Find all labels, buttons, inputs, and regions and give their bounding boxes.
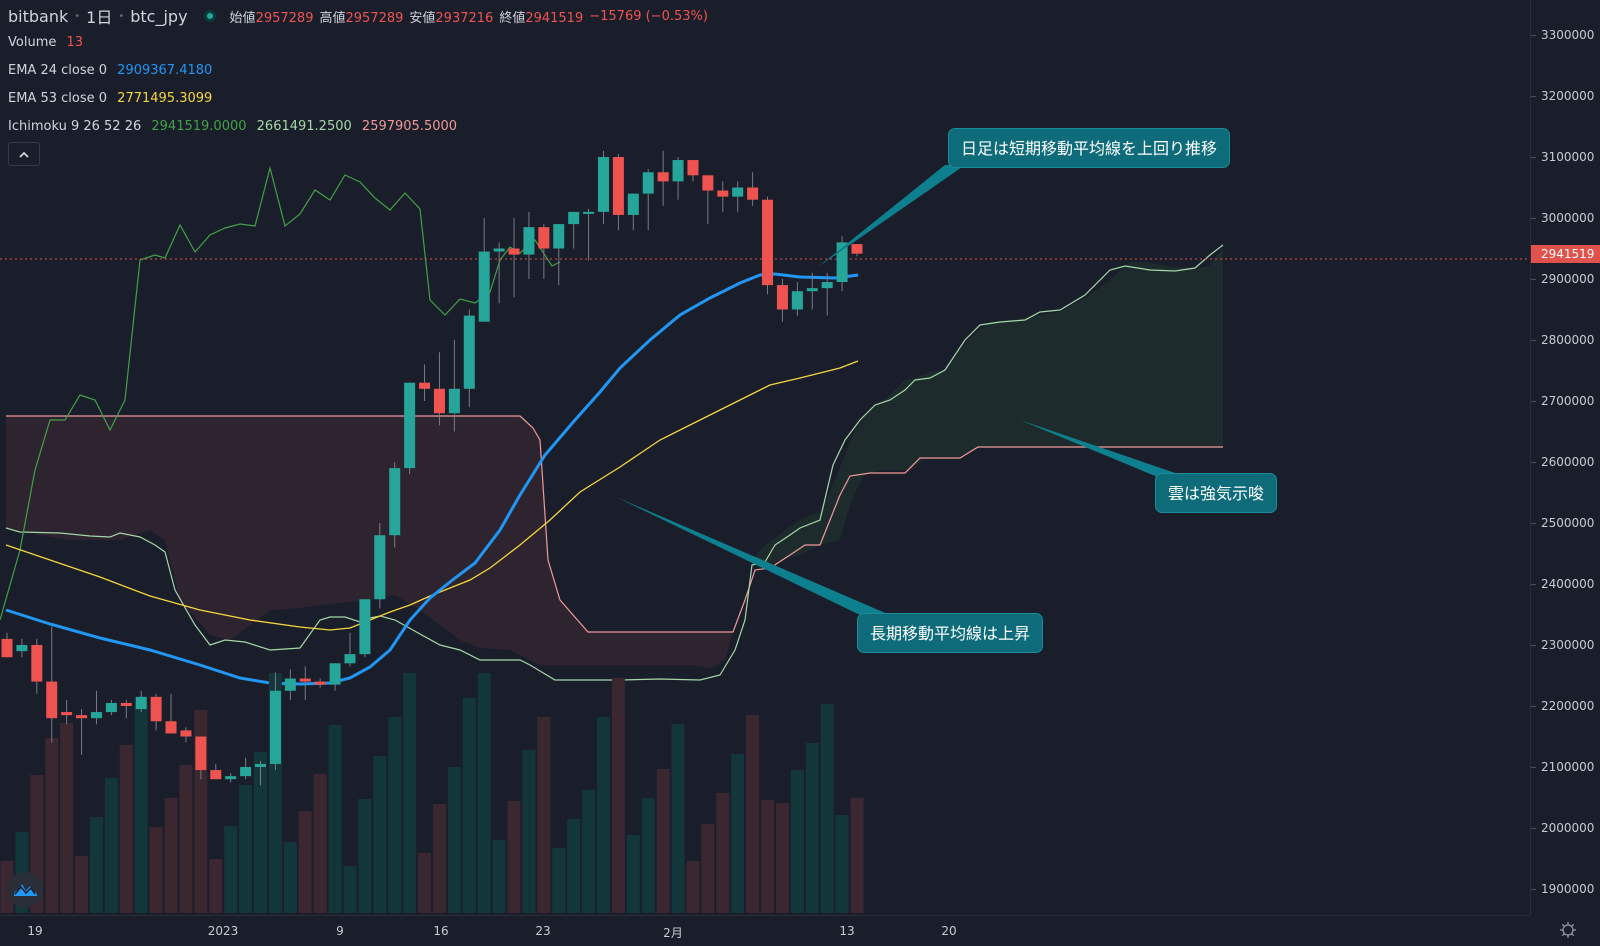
callout-short-ma[interactable]: 日足は短期移動平均線を上回り推移 [948,128,1231,168]
ema-53-line [5,360,859,631]
settings-gear-icon[interactable] [1558,920,1578,940]
price-tick: 2800000 [1530,333,1595,347]
price-tick: 3100000 [1530,150,1595,164]
time-tick: 23 [535,924,551,938]
ichimoku-span-a [5,244,1224,681]
kumo-bullish [752,248,1223,570]
time-tick: 2月 [663,926,683,940]
price-change: −15769 (−0.53%) [589,8,708,24]
price-tick: 2500000 [1530,516,1595,530]
price-tick: 2400000 [1530,577,1595,591]
price-tick: 2900000 [1530,272,1595,286]
time-axis[interactable]: 19 2023 9 16 23 2月 13 20 [0,915,1530,946]
chevron-up-icon [19,151,29,158]
time-tick: 13 [839,924,855,938]
callout-pointer-1 [818,165,965,267]
time-tick: 9 [336,924,344,938]
collapse-legend-button[interactable] [8,142,40,166]
candlesticks [1,150,863,786]
legend-ema24[interactable]: EMA 24 close 0 2909367.4180 [8,63,213,78]
last-price-label: 2941519 [1531,244,1600,263]
exchange-name[interactable]: bitbank [8,6,69,26]
ichimoku-value-2: 2661491.2500 [256,119,352,134]
volume-bars [0,673,864,913]
time-tick: 20 [941,924,957,938]
time-tick: 16 [433,924,449,938]
ema24-value: 2909367.4180 [117,63,213,78]
legend-ema53[interactable]: EMA 53 close 0 2771495.3099 [8,91,213,106]
ohlc-high: 高値2957289 [319,10,404,26]
price-tick: 3300000 [1530,28,1595,42]
price-tick: 3200000 [1530,89,1595,103]
symbol[interactable]: btc_jpy [130,6,188,26]
kumo-bearish [6,416,733,668]
ohlc-close: 終値2941519 [499,10,584,26]
callout-pointer-3 [1020,420,1190,478]
callout-cloud[interactable]: 雲は強気示唆 [1155,473,1278,513]
price-chart[interactable] [0,0,1530,915]
ichimoku-value-1: 2941519.0000 [151,119,247,134]
symbol-header: bitbank • 1日 • btc_jpy 始値2957289 高値29572… [8,4,714,28]
price-tick: 2700000 [1530,394,1595,408]
ohlc-open: 始値2957289 [229,10,314,26]
price-tick: 1900000 [1530,882,1595,896]
price-tick: 2000000 [1530,821,1595,835]
legend-volume[interactable]: Volume 13 [8,35,84,50]
time-tick: 2023 [207,924,239,938]
callout-pointer-2 [616,497,890,615]
price-tick: 3000000 [1530,211,1595,225]
tradingview-logo[interactable] [7,872,43,908]
ema-24-line [5,272,859,686]
ohlc-low: 安値2937216 [409,10,494,26]
price-tick: 2600000 [1530,455,1595,469]
price-tick: 2300000 [1530,638,1595,652]
volume-value: 13 [66,35,84,50]
cloud-logo-icon [14,884,37,896]
price-tick: 2100000 [1530,760,1595,774]
ichimoku-value-3: 2597905.5000 [361,119,458,134]
callout-long-ma[interactable]: 長期移動平均線は上昇 [857,613,1044,653]
ichimoku-span-b [6,415,1223,633]
price-axis[interactable]: 3300000 3200000 3100000 3000000 2900000 28000… [1530,0,1600,915]
interval[interactable]: 1日 [86,8,113,27]
ema53-value: 2771495.3099 [117,91,213,106]
price-tick: 2200000 [1530,699,1595,713]
market-status-icon [203,10,216,22]
legend-ichimoku[interactable]: Ichimoku 9 26 52 26 2941519.0000 2661491… [8,119,458,134]
time-tick: 19 [27,924,43,938]
